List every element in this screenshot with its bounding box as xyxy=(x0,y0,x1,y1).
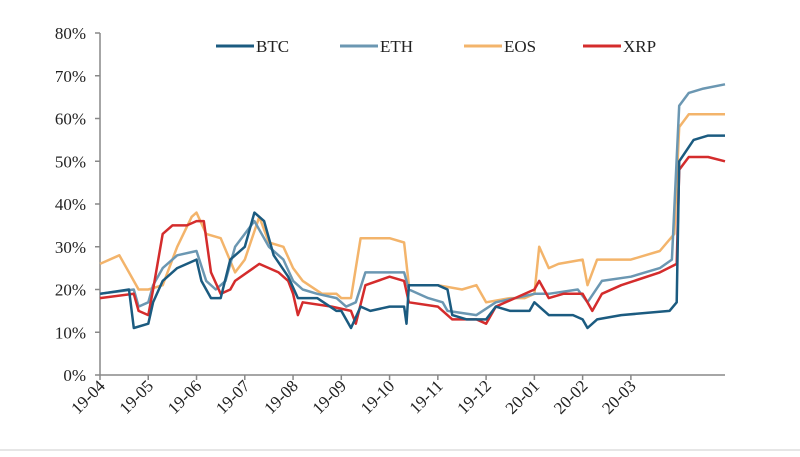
x-tick-label: 19-07 xyxy=(212,376,254,418)
y-tick-label: 80% xyxy=(55,24,86,43)
x-tick-label: 19-06 xyxy=(164,376,205,417)
x-tick-label: 19-10 xyxy=(357,376,398,417)
y-tick-label: 50% xyxy=(55,152,86,171)
legend: BTC ETH EOS XRP xyxy=(216,37,656,56)
legend-label-eth: ETH xyxy=(380,37,413,56)
series-lines xyxy=(99,83,726,330)
x-tick-label: 20-03 xyxy=(598,376,639,417)
y-tick-label: 70% xyxy=(55,67,86,86)
series-line-btc xyxy=(99,134,725,330)
x-tick-label: 19-05 xyxy=(116,376,157,417)
x-tick-label: 20-01 xyxy=(502,376,543,417)
legend-label-btc: BTC xyxy=(256,37,289,56)
series-line-eth xyxy=(99,83,726,317)
x-tick-label: 19-12 xyxy=(453,376,494,417)
series-line-xrp xyxy=(99,155,726,325)
x-tick-label: 19-11 xyxy=(406,376,447,417)
y-tick-label: 40% xyxy=(55,195,86,214)
y-tick-label: 30% xyxy=(55,238,86,257)
y-tick-label: 20% xyxy=(55,281,86,300)
series-line-eos xyxy=(99,112,725,304)
y-tick-label: 0% xyxy=(63,366,86,385)
x-tick-label: 19-08 xyxy=(260,376,301,417)
axes: 0%10%20%30%40%50%60%70%80%19-04 19-05 19-0… xyxy=(55,24,725,418)
y-tick-label: 10% xyxy=(55,323,86,342)
x-tick-label: 19-09 xyxy=(309,376,350,417)
legend-label-eos: EOS xyxy=(504,37,536,56)
legend-label-xrp: XRP xyxy=(623,37,656,56)
x-tick-label: 20-02 xyxy=(550,376,591,417)
y-tick-label: 60% xyxy=(55,110,86,129)
